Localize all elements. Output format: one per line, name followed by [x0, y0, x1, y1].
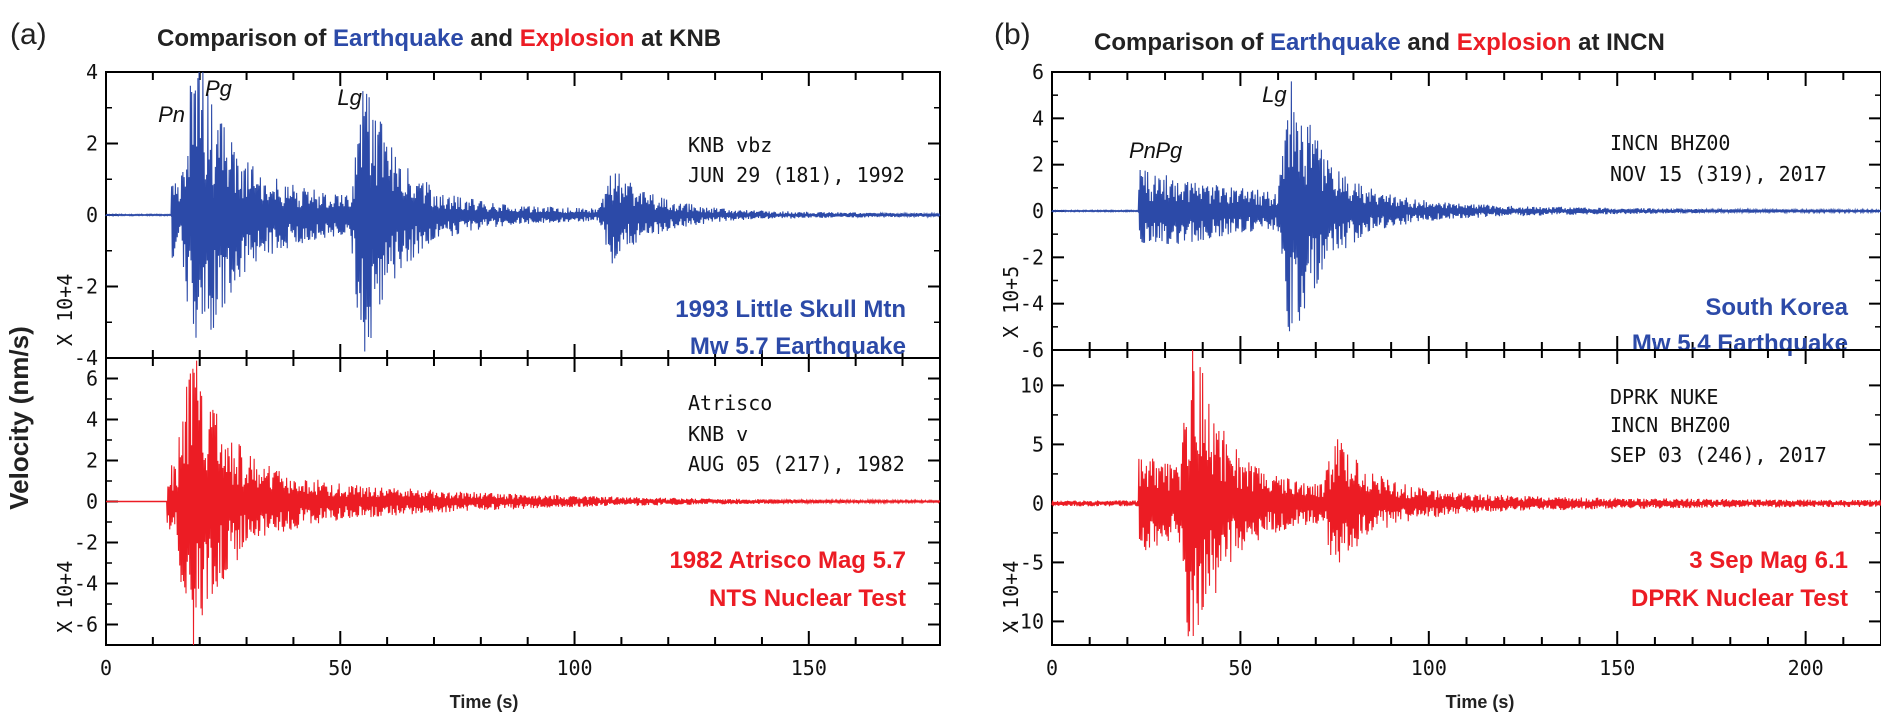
y-tick-label: 2 [86, 449, 98, 473]
x-tick-label: 50 [328, 656, 352, 680]
event-label: 1993 Little Skull Mtn [675, 296, 906, 323]
x-tick-label: 150 [1599, 656, 1635, 680]
phase-label: Pg [1155, 138, 1183, 163]
y-tick-label: 0 [1032, 199, 1044, 223]
y-tick-label: 0 [86, 203, 98, 227]
station-header: INCN BHZ00 [1610, 131, 1730, 155]
y-tick-label: -4 [74, 346, 98, 370]
title-earthquake-word: Earthquake [1270, 29, 1401, 56]
y-tick-label: 4 [1032, 106, 1044, 130]
station-header: JUN 29 (181), 1992 [688, 163, 905, 187]
station-header: INCN BHZ00 [1610, 413, 1730, 437]
station-header: NOV 15 (319), 2017 [1610, 162, 1827, 186]
y-tick-label: -6 [1020, 338, 1044, 362]
station-header: KNB v [688, 422, 748, 446]
y-tick-label: 5 [1032, 432, 1044, 456]
station-header: Atrisco [688, 391, 772, 415]
y-tick-label: -4 [74, 572, 98, 596]
y-tick-label: 10 [1020, 373, 1044, 397]
x-tick-label: 100 [1411, 656, 1447, 680]
y-scale-label: X 10+4 [53, 561, 77, 633]
x-tick-label: 50 [1228, 656, 1252, 680]
phase-label: Lg [1262, 82, 1287, 107]
y-tick-label: 4 [86, 408, 98, 432]
event-label: NTS Nuclear Test [709, 585, 906, 612]
title-explosion-word: Explosion [1457, 29, 1572, 56]
event-label: Mw 5.4 Earthquake [1632, 330, 1848, 357]
title-explosion-word: Explosion [520, 25, 635, 52]
panel-a-title: Comparison of Earthquake and Explosion a… [157, 25, 721, 52]
panel-b-letter: (b) [994, 18, 1031, 51]
y-scale-label: X 10+4 [53, 274, 77, 346]
panel-a-letter: (a) [10, 18, 47, 51]
x-tick-label: 150 [791, 656, 827, 680]
phase-label: Pn [158, 102, 185, 127]
y-tick-label: 6 [86, 367, 98, 391]
y-tick-label: -4 [1020, 292, 1044, 316]
station-header: SEP 03 (246), 2017 [1610, 443, 1827, 467]
x-tick-label: 0 [100, 656, 112, 680]
station-header: KNB vbz [688, 133, 772, 157]
station-header: AUG 05 (217), 1982 [688, 452, 905, 476]
x-axis-label-a: Time (s) [450, 692, 519, 712]
x-tick-label: 0 [1046, 656, 1058, 680]
phase-label: Pg [205, 76, 233, 101]
x-tick-label: 200 [1788, 656, 1824, 680]
event-label: 1982 Atrisco Mag 5.7 [669, 547, 906, 574]
phase-label: Lg [337, 85, 362, 110]
event-label: DPRK Nuclear Test [1631, 585, 1848, 612]
y-tick-label: -5 [1020, 550, 1044, 574]
title-earthquake-word: Earthquake [333, 25, 464, 52]
event-label: Mw 5.7 Earthquake [690, 333, 906, 360]
x-tick-label: 100 [556, 656, 592, 680]
y-tick-label: 2 [1032, 153, 1044, 177]
y-tick-label: 0 [1032, 491, 1044, 515]
y-tick-label: -10 [1008, 609, 1044, 633]
panel-b-title: Comparison of Earthquake and Explosion a… [1094, 29, 1665, 56]
y-tick-label: -2 [74, 531, 98, 555]
y-tick-label: 0 [86, 490, 98, 514]
phase-label: Pn [1129, 138, 1156, 163]
station-header: DPRK NUKE [1610, 385, 1718, 409]
chart-a-bottom: -6 -4 -2 0 2 4 6 0 50 100 150 X 10+4 Atrisco KNB v AUG… [53, 357, 941, 680]
y-tick-label: -6 [74, 613, 98, 637]
y-tick-label: 6 [1032, 60, 1044, 84]
y-scale-label: X 10+4 [999, 561, 1023, 633]
x-axis-label-b: Time (s) [1446, 692, 1515, 712]
y-tick-label: 2 [86, 132, 98, 156]
y-scale-label: X 10+5 [999, 266, 1023, 338]
y-axis-label: Velocity (nm/s) [4, 326, 34, 510]
event-label: 3 Sep Mag 6.1 [1689, 547, 1848, 574]
chart-a-top: -4 -2 0 2 4 X 10+4 Pn Pg Lg KNB vbz JUN 29 (181), … [53, 60, 941, 370]
event-label: South Korea [1705, 294, 1848, 321]
y-tick-label: 4 [86, 60, 98, 84]
y-tick-label: -2 [1020, 245, 1044, 269]
chart-b-top: -6 -4 -2 0 2 4 6 X 10+5 Pn Pg Lg INCN BHZ00 NOV 15 (… [999, 60, 1881, 362]
y-tick-label: -2 [74, 275, 98, 299]
